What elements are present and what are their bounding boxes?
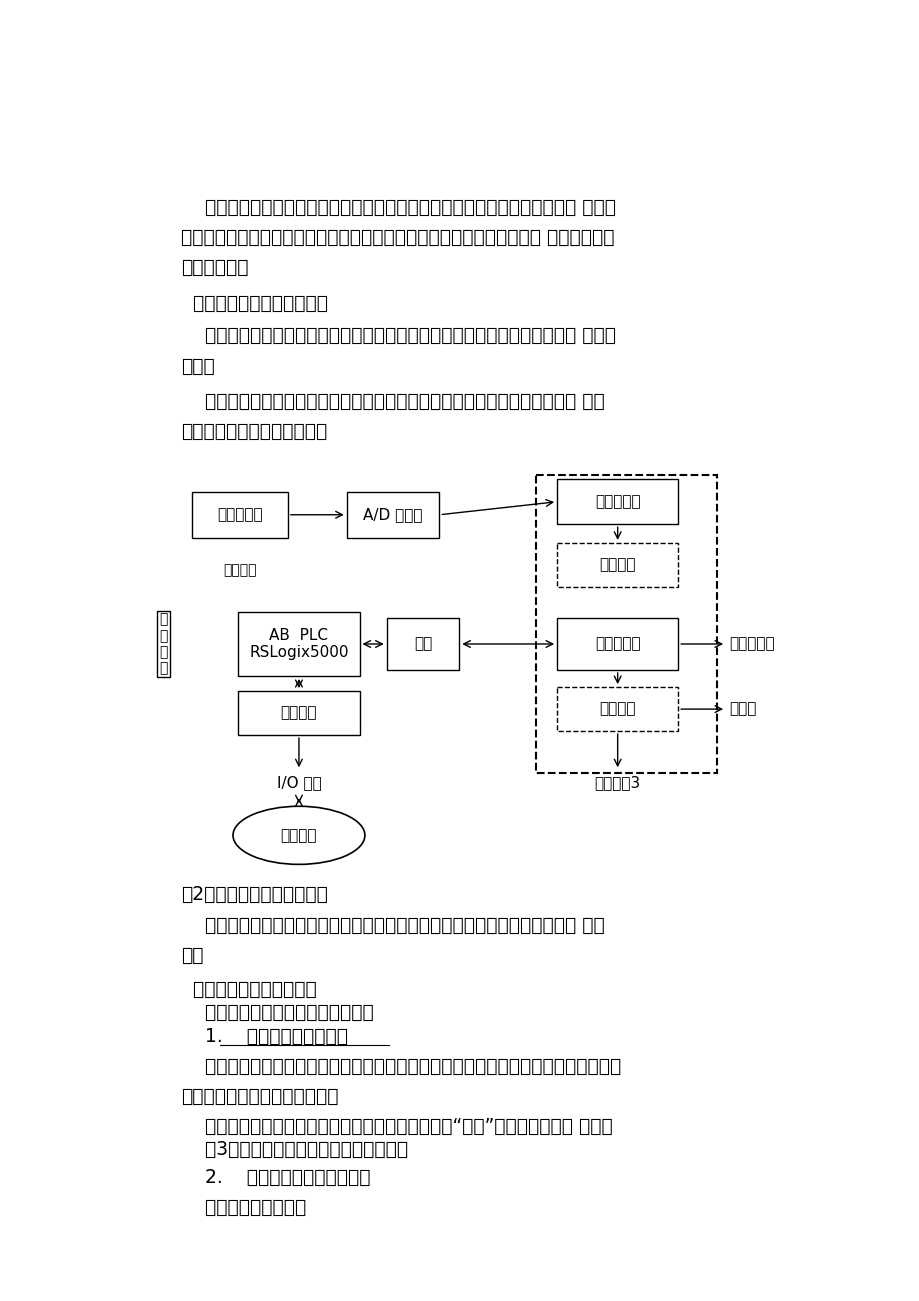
Text: 显示器（3: 显示器（3	[594, 775, 641, 790]
Text: 厂家提出两种算法：: 厂家提出两种算法：	[180, 1198, 305, 1216]
Text: I/O 模块: I/O 模块	[277, 775, 321, 790]
Text: 这个轮廓包括车轮边沿及车轮本身的毛刺、字迹等“扰动”成分，是必须处 理的。: 这个轮廓包括车轮边沿及车轮本身的毛刺、字迹等“扰动”成分，是必须处 理的。	[180, 1116, 612, 1136]
Text: 倾值。: 倾值。	[180, 356, 214, 376]
FancyBboxPatch shape	[238, 691, 359, 735]
Text: 接口: 接口	[414, 636, 432, 652]
Text: （四路）: （四路）	[222, 563, 256, 576]
Text: 图2：激光测量系统控制结构: 图2：激光测量系统控制结构	[180, 886, 327, 904]
Text: 测量计算机: 测量计算机	[595, 494, 640, 509]
FancyBboxPatch shape	[557, 687, 677, 731]
Text: 总线接口: 总线接口	[280, 705, 317, 721]
FancyBboxPatch shape	[557, 618, 677, 670]
Text: 1.    测取车轮轮胎轮廓线: 1. 测取车轮轮胎轮廓线	[180, 1026, 347, 1046]
Text: 三个激光传感器组成一个测量树。这样的的激光树有四个，分别用于测量四 个轮: 三个激光传感器组成一个测量树。这样的的激光树有四个，分别用于测量四 个轮	[180, 392, 604, 411]
FancyBboxPatch shape	[346, 492, 439, 537]
Text: 软件解算: 软件解算	[599, 557, 635, 572]
Text: 管理计算机: 管理计算机	[595, 636, 640, 652]
Text: 用计算机模拟出车轮轮胎轮廓。: 用计算机模拟出车轮轮胎轮廓。	[180, 1086, 337, 1106]
Text: 四个车轮计算后的前束、外倾值动态显示在屏幕上，作为操作工人调整的口 视依: 四个车轮计算后的前束、外倾值动态显示在屏幕上，作为操作工人调整的口 视依	[180, 916, 604, 934]
Text: 后中心径线和车辆前后中轴线的夹角称之为询束，车轮上下中心径线和地 面垂线的夹角: 后中心径线和车辆前后中轴线的夹角称之为询束，车轮上下中心径线和地 面垂线的夹角	[180, 228, 613, 247]
Text: 图3：第一次测试后的模拟轮胎轮廓曲线: 图3：第一次测试后的模拟轮胎轮廓曲线	[180, 1140, 407, 1159]
Text: AB  PLC
RSLogix5000: AB PLC RSLogix5000	[249, 628, 348, 660]
FancyBboxPatch shape	[557, 543, 677, 587]
Text: 强
电
控
制: 强 电 控 制	[159, 613, 167, 675]
Text: 软件处理: 软件处理	[599, 701, 635, 717]
Text: 打印机: 打印机	[729, 701, 756, 717]
Text: 2.    提取高点附近的计算区段: 2. 提取高点附近的计算区段	[180, 1168, 369, 1187]
Text: 四轮定位基本算法采用如下步骤：: 四轮定位基本算法采用如下步骤：	[180, 1003, 373, 1021]
Text: 激光系统通过发射激光及接收激光的方式，测量车轮轮廓。通过连续的光束，读取并: 激光系统通过发射激光及接收激光的方式，测量车轮轮廓。通过连续的光束，读取并	[180, 1056, 620, 1076]
Text: （三）四轮定位算法过程: （三）四轮定位算法过程	[180, 980, 316, 999]
Text: 设备现场: 设备现场	[280, 827, 317, 843]
Text: 称之为外倾。: 称之为外倾。	[180, 259, 248, 277]
Text: 测量的距离信号通过模数转换板进入到汁算机系统，经过数学分析计算出前 束、外: 测量的距离信号通过模数转换板进入到汁算机系统，经过数学分析计算出前 束、外	[180, 327, 615, 346]
Text: 前束和外倾的计算是利用每个轮胎测试的三个点形成的平面倾角来计算的。 车轮询: 前束和外倾的计算是利用每个轮胎测试的三个点形成的平面倾角来计算的。 车轮询	[180, 198, 615, 217]
Ellipse shape	[233, 807, 365, 864]
Text: 条码工作站: 条码工作站	[729, 636, 775, 652]
FancyBboxPatch shape	[557, 479, 677, 524]
FancyBboxPatch shape	[238, 611, 359, 677]
FancyBboxPatch shape	[191, 492, 288, 537]
Text: （二）四轮定位的控制结构: （二）四轮定位的控制结构	[180, 294, 327, 314]
Text: 胎。系统整体控制结构如下：: 胎。系统整体控制结构如下：	[180, 422, 326, 441]
FancyBboxPatch shape	[386, 618, 459, 670]
Text: 据。: 据。	[180, 946, 203, 964]
Text: A/D 转换板: A/D 转换板	[363, 507, 423, 522]
Text: 激光测量树: 激光测量树	[217, 507, 262, 522]
